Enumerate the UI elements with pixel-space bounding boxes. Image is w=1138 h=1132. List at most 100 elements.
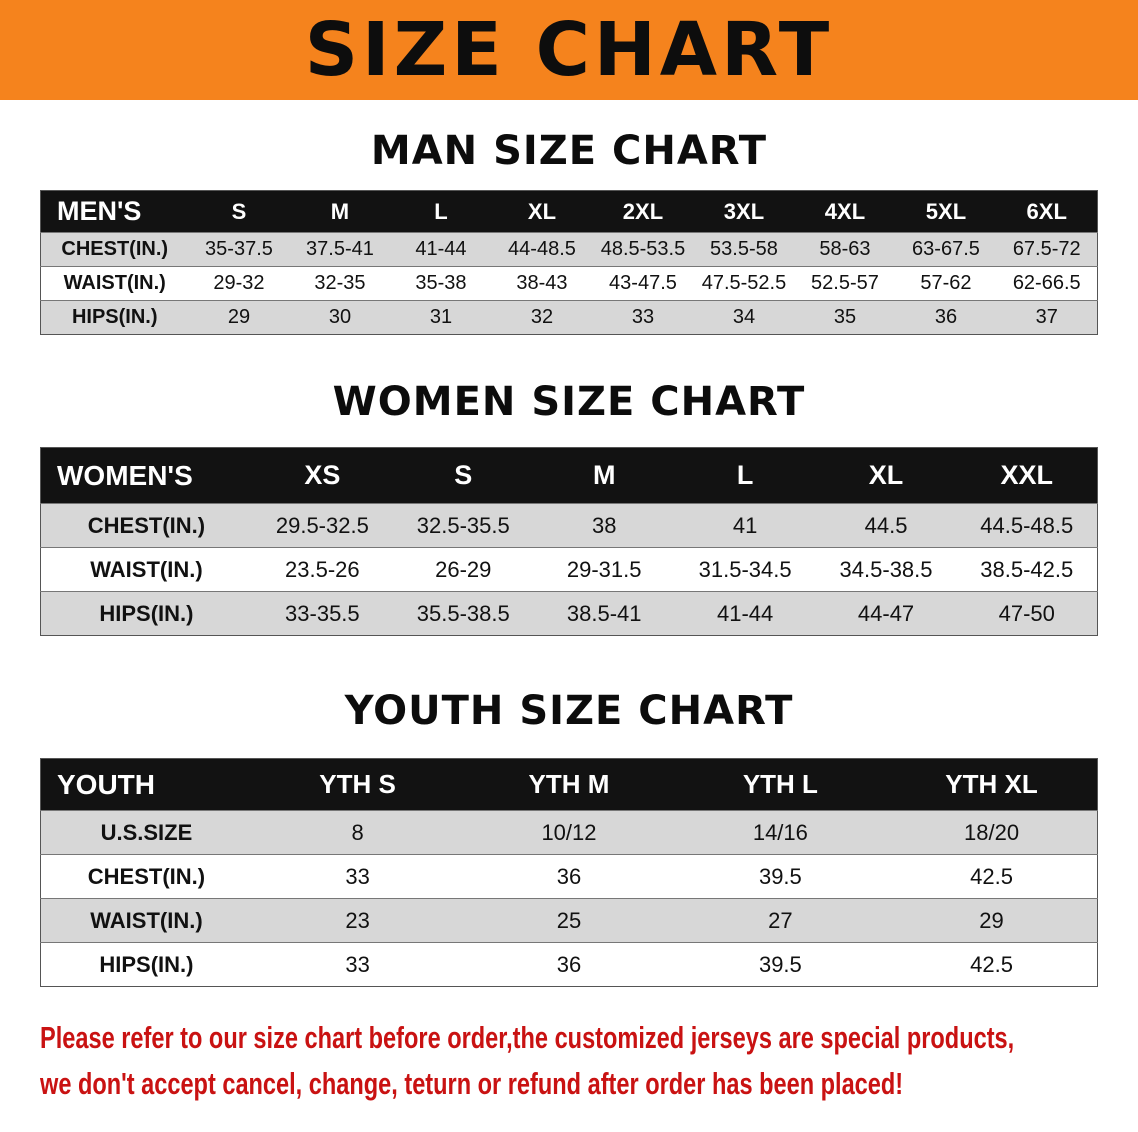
measurement-value-cell: 41-44: [390, 232, 492, 267]
measurement-value-cell: 25: [463, 898, 675, 943]
measurement-value-cell: 35.5-38.5: [392, 591, 534, 636]
measurement-value-cell: 44-48.5: [491, 232, 593, 267]
measurement-value-cell: 41-44: [674, 591, 816, 636]
size-header-cell: M: [289, 190, 391, 233]
table-header-row: WOMEN'S XS S M L XL XXL: [40, 447, 1098, 504]
size-header-cell: S: [392, 447, 534, 504]
measurement-value-cell: 67.5-72: [996, 232, 1098, 267]
size-header-cell: XL: [491, 190, 593, 233]
table-row: CHEST(IN.) 29.5-32.5 32.5-35.5 38 41 44.5 44.5…: [40, 503, 1098, 548]
table-row: CHEST(IN.) 33 36 39.5 42.5: [40, 854, 1098, 899]
measurement-value-cell: 26-29: [392, 547, 534, 592]
table-header-row: YOUTH YTH S YTH M YTH L YTH XL: [40, 758, 1098, 811]
measurement-value-cell: 44.5-48.5: [956, 503, 1098, 548]
measurement-value-cell: 30: [289, 300, 391, 335]
size-header-cell: 2XL: [592, 190, 694, 233]
table-row: WAIST(IN.) 23.5-26 26-29 29-31.5 31.5-34.5 34…: [40, 547, 1098, 592]
measurement-value-cell: 35-38: [390, 266, 492, 301]
measurement-value-cell: 35: [794, 300, 896, 335]
table-row: HIPS(IN.) 33 36 39.5 42.5: [40, 942, 1098, 987]
measurement-value-cell: 36: [463, 942, 675, 987]
measurement-value-cell: 31.5-34.5: [674, 547, 816, 592]
measurement-value-cell: 41: [674, 503, 816, 548]
measurement-value-cell: 47-50: [956, 591, 1098, 636]
measurement-value-cell: 34: [693, 300, 795, 335]
measurement-value-cell: 36: [895, 300, 997, 335]
size-header-cell: YTH L: [674, 758, 887, 811]
row-label-cell: CHEST(IN.): [40, 232, 189, 267]
measurement-value-cell: 57-62: [895, 266, 997, 301]
measurement-value-cell: 63-67.5: [895, 232, 997, 267]
table-row: U.S.SIZE 8 10/12 14/16 18/20: [40, 810, 1098, 855]
table-title-cell: WOMEN'S: [40, 447, 252, 504]
table-header-row: MEN'S S M L XL 2XL 3XL 4XL 5XL 6XL: [40, 190, 1098, 233]
measurement-value-cell: 10/12: [463, 810, 675, 855]
measurement-value-cell: 33: [251, 942, 464, 987]
measurement-value-cell: 42.5: [886, 854, 1098, 899]
row-label-cell: WAIST(IN.): [40, 266, 189, 301]
measurement-value-cell: 32.5-35.5: [392, 503, 534, 548]
measurement-value-cell: 52.5-57: [794, 266, 896, 301]
row-label-cell: HIPS(IN.): [40, 591, 252, 636]
measurement-value-cell: 44.5: [815, 503, 957, 548]
size-header-cell: M: [533, 447, 675, 504]
size-header-cell: 3XL: [693, 190, 795, 233]
measurement-value-cell: 8: [251, 810, 464, 855]
footer-notice-line-2: we don't accept cancel, change, teturn o…: [40, 1066, 904, 1101]
measurement-value-cell: 31: [390, 300, 492, 335]
size-header-cell: YTH XL: [886, 758, 1098, 811]
measurement-value-cell: 36: [463, 854, 675, 899]
measurement-value-cell: 37: [996, 300, 1098, 335]
footer-notice: Please refer to our size chart before or…: [40, 1015, 1138, 1107]
row-label-cell: CHEST(IN.): [40, 854, 252, 899]
measurement-value-cell: 38: [533, 503, 675, 548]
measurement-value-cell: 48.5-53.5: [592, 232, 694, 267]
measurement-value-cell: 32-35: [289, 266, 391, 301]
table-row: HIPS(IN.) 29 30 31 32 33 34 35 36 37: [40, 300, 1098, 335]
measurement-value-cell: 53.5-58: [693, 232, 795, 267]
womens-size-table: WOMEN'S XS S M L XL XXL CHEST(IN.) 29.5-32.5 32.5…: [40, 447, 1098, 636]
measurement-value-cell: 29: [886, 898, 1098, 943]
table-title-cell: MEN'S: [40, 190, 189, 233]
measurement-value-cell: 33: [251, 854, 464, 899]
measurement-value-cell: 32: [491, 300, 593, 335]
measurement-value-cell: 38-43: [491, 266, 593, 301]
footer-notice-line-1: Please refer to our size chart before or…: [40, 1020, 1015, 1055]
measurement-value-cell: 44-47: [815, 591, 957, 636]
youth-size-table: YOUTH YTH S YTH M YTH L YTH XL U.S.SIZE 8 10/12…: [40, 758, 1098, 987]
measurement-value-cell: 29-32: [188, 266, 290, 301]
youth-chart-title: YOUTH SIZE CHART: [344, 688, 794, 734]
womens-section: WOMEN SIZE CHART WOMEN'S XS S M L XL XXL CHEST(…: [0, 379, 1138, 636]
measurement-value-cell: 37.5-41: [289, 232, 391, 267]
measurement-value-cell: 27: [674, 898, 887, 943]
size-header-cell: 4XL: [794, 190, 896, 233]
row-label-cell: U.S.SIZE: [40, 810, 252, 855]
measurement-value-cell: 38.5-41: [533, 591, 675, 636]
measurement-value-cell: 35-37.5: [188, 232, 290, 267]
measurement-value-cell: 42.5: [886, 942, 1098, 987]
measurement-value-cell: 29: [188, 300, 290, 335]
measurement-value-cell: 39.5: [674, 854, 887, 899]
size-header-cell: 6XL: [996, 190, 1098, 233]
measurement-value-cell: 14/16: [674, 810, 887, 855]
mens-chart-title: MAN SIZE CHART: [370, 128, 768, 174]
row-label-cell: CHEST(IN.): [40, 503, 252, 548]
size-chart-banner: SIZE CHART: [0, 0, 1138, 100]
measurement-value-cell: 58-63: [794, 232, 896, 267]
size-header-cell: L: [674, 447, 816, 504]
measurement-value-cell: 29-31.5: [533, 547, 675, 592]
measurement-value-cell: 33-35.5: [251, 591, 393, 636]
womens-chart-title: WOMEN SIZE CHART: [332, 379, 806, 425]
row-label-cell: WAIST(IN.): [40, 547, 252, 592]
table-row: WAIST(IN.) 29-32 32-35 35-38 38-43 43-47.5 47.…: [40, 266, 1098, 301]
size-header-cell: XL: [815, 447, 957, 504]
size-header-cell: YTH M: [463, 758, 675, 811]
row-label-cell: HIPS(IN.): [40, 942, 252, 987]
measurement-value-cell: 23: [251, 898, 464, 943]
youth-section: YOUTH SIZE CHART YOUTH YTH S YTH M YTH L YTH…: [0, 688, 1138, 987]
mens-size-table: MEN'S S M L XL 2XL 3XL 4XL 5XL 6XL CHEST(IN.) 35-37…: [40, 190, 1098, 335]
measurement-value-cell: 34.5-38.5: [815, 547, 957, 592]
measurement-value-cell: 43-47.5: [592, 266, 694, 301]
table-row: CHEST(IN.) 35-37.5 37.5-41 41-44 44-48.5 48.5…: [40, 232, 1098, 267]
table-row: HIPS(IN.) 33-35.5 35.5-38.5 38.5-41 41-44 44-…: [40, 591, 1098, 636]
